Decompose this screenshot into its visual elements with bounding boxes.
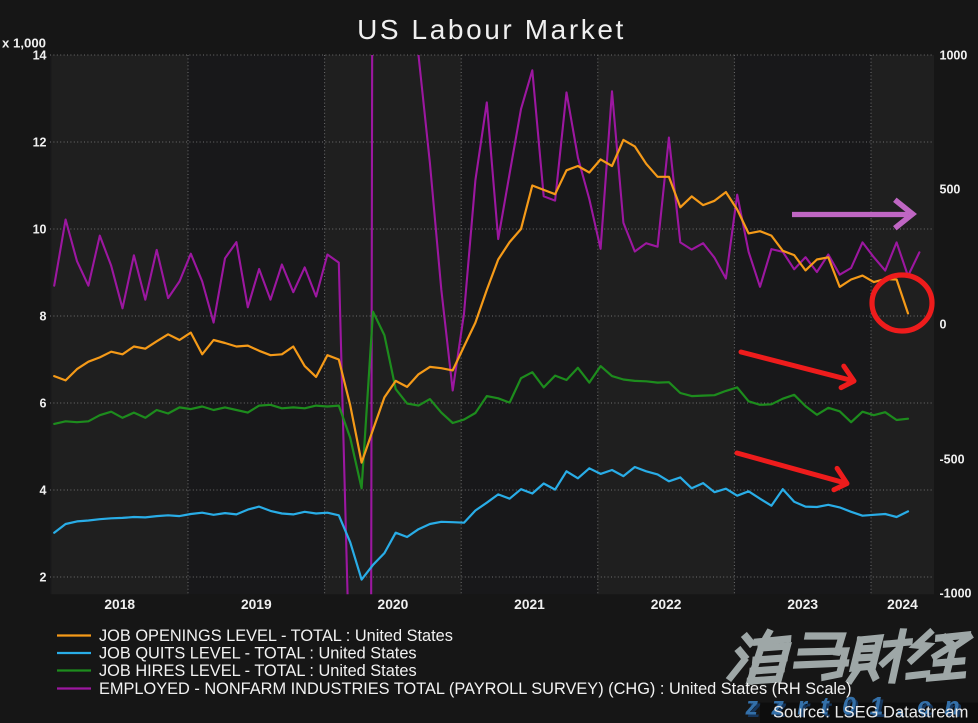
svg-text:2020: 2020 bbox=[378, 597, 409, 612]
svg-text:6: 6 bbox=[40, 397, 47, 411]
svg-text:zzrt01.cn: zzrt01.cn bbox=[747, 695, 976, 723]
svg-text:1000: 1000 bbox=[940, 49, 968, 63]
svg-text:12: 12 bbox=[33, 136, 47, 150]
svg-text:EMPLOYED - NONFARM INDUSTRIES: EMPLOYED - NONFARM INDUSTRIES TOTAL (PAY… bbox=[99, 680, 852, 698]
svg-text:2018: 2018 bbox=[104, 597, 135, 612]
svg-text:2019: 2019 bbox=[241, 597, 272, 612]
svg-text:10: 10 bbox=[33, 223, 47, 237]
svg-text:4: 4 bbox=[40, 484, 47, 498]
svg-text:2023: 2023 bbox=[787, 597, 818, 612]
svg-text:US Labour Market: US Labour Market bbox=[357, 14, 626, 45]
svg-text:Source: LSEG Datastream: Source: LSEG Datastream bbox=[773, 704, 968, 722]
svg-text:-500: -500 bbox=[940, 453, 965, 467]
svg-text:JOB OPENINGS LEVEL - TOTAL : U: JOB OPENINGS LEVEL - TOTAL : United Stat… bbox=[99, 627, 453, 645]
svg-text:-1000: -1000 bbox=[940, 587, 972, 601]
svg-text:8: 8 bbox=[40, 310, 47, 324]
svg-text:2022: 2022 bbox=[651, 597, 682, 612]
svg-text:500: 500 bbox=[940, 183, 961, 197]
svg-text:0: 0 bbox=[940, 318, 947, 332]
svg-text:2021: 2021 bbox=[514, 597, 545, 612]
svg-text:x 1,000: x 1,000 bbox=[2, 36, 46, 51]
svg-text:2024: 2024 bbox=[887, 597, 918, 612]
svg-text:JOB QUITS LEVEL - TOTAL : Unit: JOB QUITS LEVEL - TOTAL : United States bbox=[99, 645, 417, 663]
svg-text:zzrt01.cn: zzrt01.cn bbox=[745, 693, 974, 721]
svg-text:14: 14 bbox=[33, 49, 47, 63]
svg-text:JOB HIRES LEVEL - TOTAL : Unit: JOB HIRES LEVEL - TOTAL : United States bbox=[99, 662, 417, 680]
svg-text:2: 2 bbox=[40, 571, 47, 585]
